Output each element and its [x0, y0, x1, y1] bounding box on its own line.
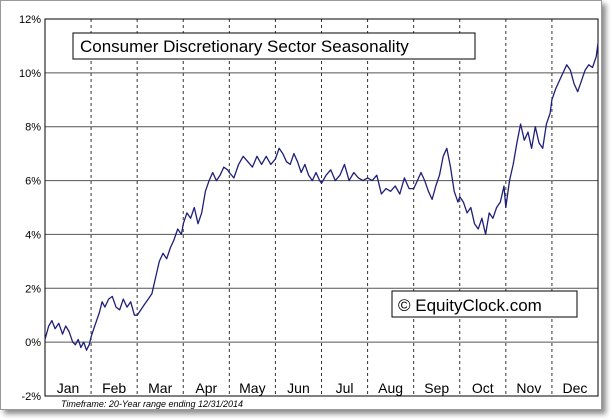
chart-title-box: Consumer Discretionary Sector Seasonalit…: [72, 32, 476, 60]
x-tick-label: Mar: [148, 380, 172, 396]
x-tick-label: Jan: [57, 380, 80, 396]
x-tick-label: Jul: [336, 380, 354, 396]
x-tick-label: Dec: [563, 380, 588, 396]
y-tick-label: 0%: [25, 337, 41, 349]
y-tick-label: 2%: [25, 283, 41, 295]
y-tick-label: 6%: [25, 176, 41, 188]
y-tick-label: 10%: [19, 68, 41, 80]
watermark-box: © EquityClock.com: [391, 290, 578, 318]
seasonality-chart: 12% 10% 8% 6% 4% 2% 0% -2% Jan Feb Mar Apr May Jun Ju…: [19, 14, 599, 409]
plot-area: [44, 43, 599, 351]
series-line: [44, 43, 599, 351]
chart-title: Consumer Discretionary Sector Seasonalit…: [80, 37, 409, 56]
x-axis-ticks: Jan Feb Mar Apr May Jun Jul Aug Sep Oct Nov Dec: [57, 380, 588, 396]
x-tick-label: Sep: [424, 380, 449, 396]
plot-border: [44, 18, 599, 397]
footnote: Timeframe: 20-Year range ending 12/31/20…: [61, 399, 243, 409]
y-tick-label: 4%: [25, 229, 41, 241]
watermark: © EquityClock.com: [398, 296, 542, 315]
x-tick-label: Oct: [472, 380, 494, 396]
x-tick-label: Jun: [287, 380, 310, 396]
grid: [44, 18, 599, 397]
x-tick-label: Apr: [195, 380, 217, 396]
y-axis-ticks: 12% 10% 8% 6% 4% 2% 0% -2%: [19, 14, 41, 403]
x-tick-label: May: [239, 380, 265, 396]
x-tick-label: Feb: [102, 380, 126, 396]
chart-frame: 12% 10% 8% 6% 4% 2% 0% -2% Jan Feb Mar Apr May Jun Ju…: [0, 0, 602, 410]
y-tick-label: -2%: [21, 391, 41, 403]
y-tick-label: 8%: [25, 122, 41, 134]
y-tick-label: 12%: [19, 14, 41, 26]
x-tick-label: Aug: [378, 380, 403, 396]
x-tick-label: Nov: [516, 380, 541, 396]
